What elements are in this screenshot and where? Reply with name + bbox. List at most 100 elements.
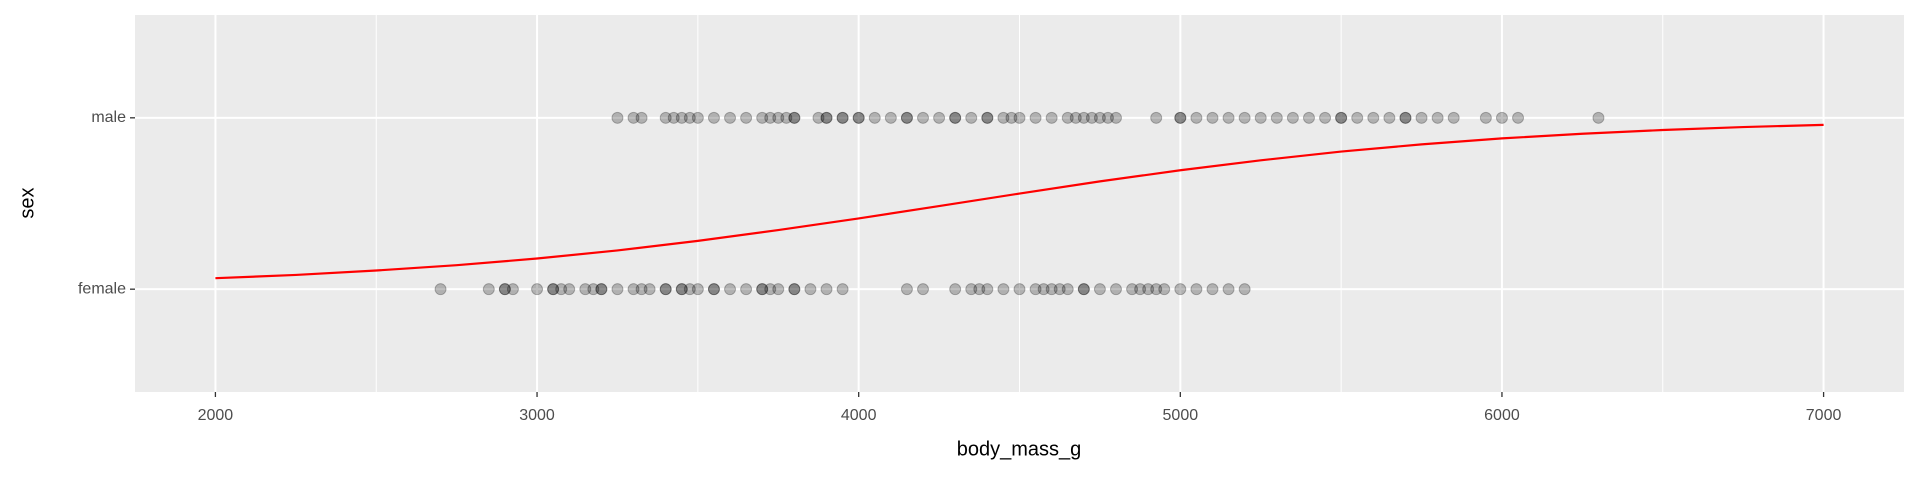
point (836, 111, 849, 124)
point (1479, 111, 1492, 124)
point (1077, 111, 1090, 124)
x-tick-label: 3000 (519, 407, 555, 424)
point (579, 283, 592, 296)
point (973, 283, 986, 296)
point (683, 111, 696, 124)
point (1367, 111, 1380, 124)
point (1399, 111, 1412, 124)
point (1302, 111, 1315, 124)
point (900, 111, 913, 124)
point (981, 283, 994, 296)
point (820, 111, 833, 124)
point (1512, 111, 1525, 124)
point (788, 283, 801, 296)
point (1077, 283, 1090, 296)
point (595, 283, 608, 296)
point (1335, 111, 1348, 124)
point (788, 111, 801, 124)
point (1399, 111, 1412, 124)
point (724, 283, 737, 296)
point (949, 111, 962, 124)
point (917, 283, 930, 296)
point (949, 283, 962, 296)
point (1190, 111, 1203, 124)
point (498, 283, 511, 296)
point (780, 111, 793, 124)
point (836, 283, 849, 296)
point (1013, 111, 1026, 124)
point (683, 283, 696, 296)
point (635, 111, 648, 124)
point (1061, 283, 1074, 296)
point (1592, 111, 1605, 124)
point (820, 283, 833, 296)
point (1085, 111, 1098, 124)
point (1150, 283, 1163, 296)
point (884, 111, 897, 124)
point (917, 111, 930, 124)
point (1093, 283, 1106, 296)
point (1174, 111, 1187, 124)
point (595, 283, 608, 296)
point (1142, 283, 1155, 296)
point (1351, 111, 1364, 124)
point (756, 283, 769, 296)
point (611, 111, 624, 124)
point (1190, 283, 1203, 296)
point (563, 283, 576, 296)
point (1383, 111, 1396, 124)
point (675, 111, 688, 124)
point (635, 283, 648, 296)
y-axis-title: sex (16, 187, 38, 218)
point (1335, 111, 1348, 124)
point (740, 111, 753, 124)
x-tick-label: 4000 (841, 407, 877, 424)
x-axis-title: body_mass_g (957, 438, 1082, 460)
point (482, 283, 495, 296)
point (1077, 283, 1090, 296)
point (764, 111, 777, 124)
point (1238, 111, 1251, 124)
point (1134, 283, 1147, 296)
point (820, 111, 833, 124)
grid (135, 15, 1904, 392)
point (1319, 111, 1332, 124)
point (659, 283, 672, 296)
point (772, 111, 785, 124)
point (1037, 283, 1050, 296)
point (587, 283, 600, 296)
point (498, 283, 511, 296)
point (1069, 111, 1082, 124)
point (1495, 111, 1508, 124)
point (1286, 111, 1299, 124)
point (1053, 283, 1066, 296)
point (1431, 111, 1444, 124)
point (643, 283, 656, 296)
point (506, 283, 519, 296)
point (1126, 283, 1139, 296)
point (788, 111, 801, 124)
point (1109, 283, 1122, 296)
point (900, 111, 913, 124)
point (1206, 111, 1219, 124)
point (1174, 283, 1187, 296)
point (1109, 111, 1122, 124)
point (1270, 111, 1283, 124)
x-tick-label: 6000 (1484, 407, 1520, 424)
point (900, 283, 913, 296)
point (804, 283, 817, 296)
point (659, 283, 672, 296)
point (1093, 111, 1106, 124)
point (434, 283, 447, 296)
x-tick-label: 5000 (1163, 407, 1199, 424)
point (707, 283, 720, 296)
point (1005, 111, 1018, 124)
point (981, 111, 994, 124)
point (667, 111, 680, 124)
fit-curve (215, 123, 1824, 280)
point (547, 283, 560, 296)
point (659, 111, 672, 124)
point (627, 283, 640, 296)
point (836, 111, 849, 124)
